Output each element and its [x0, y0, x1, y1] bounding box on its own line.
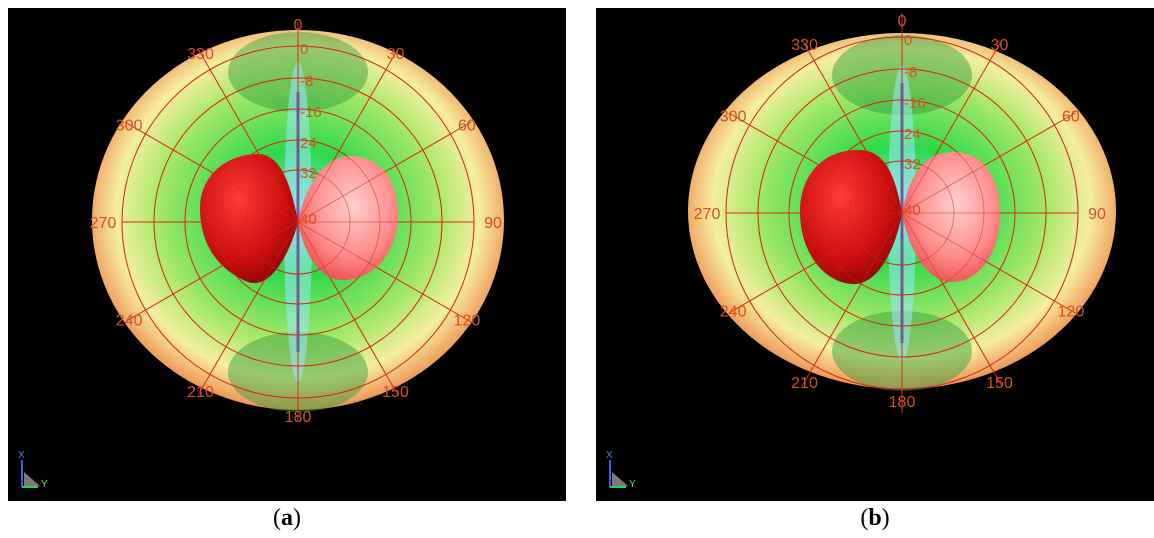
- angle-label-300: 300: [720, 109, 747, 126]
- radial-label-5: 40: [904, 202, 921, 219]
- angle-label-60: 60: [458, 118, 476, 135]
- radiation-pattern-a: 0 30 60 90 120 150 180 210 240 270 300 330 0 -8 -16 24 3…: [18, 17, 504, 490]
- angle-label-240: 240: [116, 313, 143, 330]
- angle-label-30: 30: [387, 46, 405, 63]
- angle-label-210: 210: [791, 375, 818, 392]
- angle-label-270: 270: [694, 206, 721, 223]
- radial-label-4: 32: [904, 156, 921, 173]
- pattern-panel-a: 0 30 60 90 120 150 180 210 240 270 300 330 0 -8 -16 24 3…: [8, 8, 566, 501]
- angle-label-90: 90: [484, 215, 502, 232]
- radial-label-3: 24: [300, 135, 317, 152]
- angle-label-30: 30: [991, 37, 1009, 54]
- radial-label-1: -8: [300, 73, 313, 90]
- radiation-pattern-b: 0 30 60 90 120 150 180 210 240 270 300 330 0 -8 -16 24 3…: [606, 13, 1116, 490]
- axis-triad-icon: XY: [606, 450, 636, 490]
- radial-label-0: 0: [300, 41, 308, 58]
- radial-label-4: 32: [300, 165, 317, 182]
- angle-label-0: 0: [294, 17, 303, 34]
- angle-label-180: 180: [889, 394, 916, 411]
- angle-label-0: 0: [898, 13, 907, 30]
- radial-label-2: -16: [904, 95, 926, 112]
- radial-label-0: 0: [904, 32, 912, 49]
- axis-x-label: X: [18, 450, 25, 461]
- angle-label-120: 120: [1058, 304, 1085, 321]
- caption-a: (a): [273, 505, 301, 531]
- caption-b: (b): [860, 505, 890, 531]
- axis-x-label: X: [606, 450, 613, 461]
- radial-label-2: -16: [300, 104, 322, 121]
- angle-label-300: 300: [116, 118, 143, 135]
- axis-triad-icon: XY: [18, 450, 48, 490]
- angle-label-330: 330: [187, 46, 214, 63]
- angle-label-180: 180: [285, 409, 312, 426]
- angle-label-330: 330: [791, 37, 818, 54]
- axis-y-label: Y: [41, 479, 48, 490]
- angle-label-120: 120: [454, 313, 481, 330]
- angle-label-60: 60: [1062, 109, 1080, 126]
- radial-label-3: 24: [904, 126, 921, 143]
- axis-y-label: Y: [629, 479, 636, 490]
- radial-label-5: 40: [300, 211, 317, 228]
- angle-label-150: 150: [382, 384, 409, 401]
- pattern-panel-b: 0 30 60 90 120 150 180 210 240 270 300 330 0 -8 -16 24 3…: [596, 8, 1154, 501]
- radial-label-1: -8: [904, 64, 917, 81]
- lobe-right: [298, 156, 398, 281]
- angle-label-150: 150: [986, 375, 1013, 392]
- angle-label-90: 90: [1088, 206, 1106, 223]
- angle-label-270: 270: [90, 215, 117, 232]
- angle-label-210: 210: [187, 384, 214, 401]
- angle-label-240: 240: [720, 304, 747, 321]
